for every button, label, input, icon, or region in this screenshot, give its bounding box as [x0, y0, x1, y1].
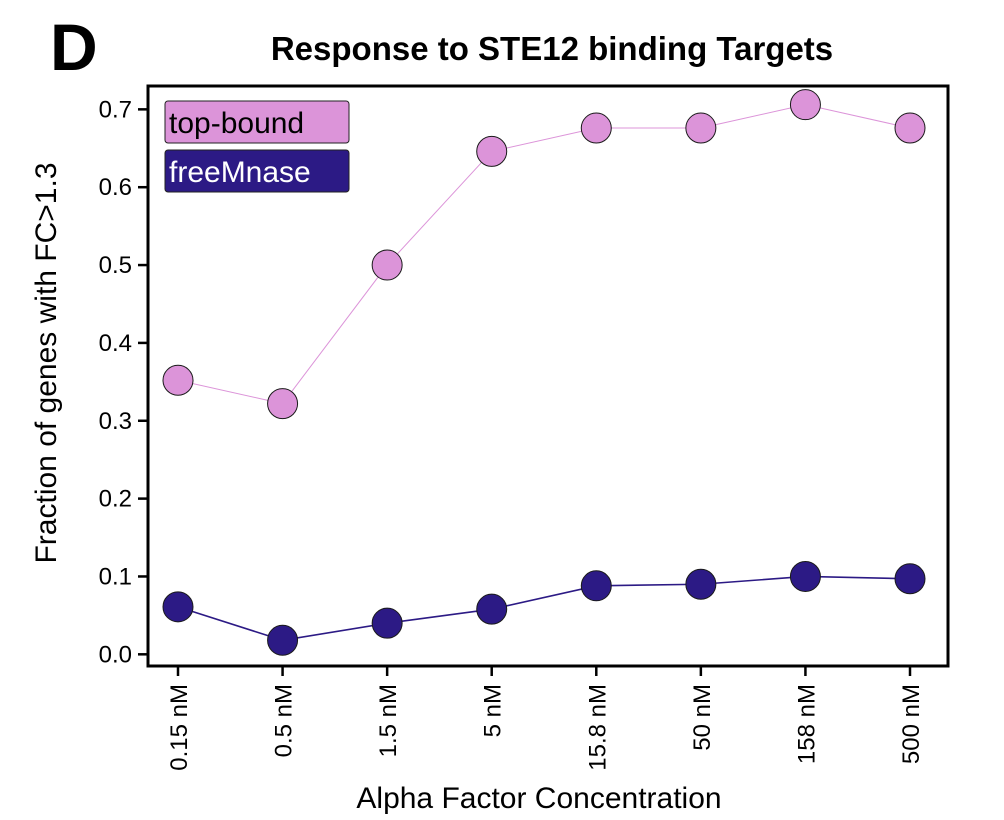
y-tick-label: 0.4	[99, 330, 132, 357]
data-point-freemnase	[267, 624, 299, 656]
x-tick-label: 50 nM	[689, 684, 716, 751]
y-axis: 0.0 0.1 0.2 0.3 0.4 0.5 0.6 0.7	[99, 96, 148, 668]
data-point-freemnase	[685, 568, 717, 600]
legend-swatch-freemnase	[164, 149, 350, 193]
x-tick-label: 0.15 nM	[166, 684, 193, 771]
data-point-freemnase	[580, 570, 612, 602]
x-axis: 0.15 nM 0.5 nM 1.5 nM 5 nM 15.8 nM 50 nM 158 n…	[166, 666, 925, 771]
series-line-freemnase	[177, 575, 911, 642]
y-tick-label: 0.3	[99, 408, 132, 435]
x-tick-label: 0.5 nM	[271, 684, 298, 757]
data-point-top-bound	[162, 364, 194, 396]
y-tick-label: 0.2	[99, 486, 132, 513]
legend: top-bound freeMnase	[164, 100, 350, 193]
x-axis-label: Alpha Factor Concentration	[356, 782, 721, 815]
series-layer	[162, 89, 926, 656]
chart-title: Response to STE12 binding Targets	[271, 30, 833, 67]
data-point-freemnase	[789, 560, 821, 592]
x-tick-label: 500 nM	[898, 684, 925, 764]
y-axis-label: Fraction of genes with FC>1.3	[30, 162, 63, 563]
x-tick-label: 5 nM	[480, 684, 507, 737]
data-point-freemnase	[371, 607, 403, 639]
panel-letter: D	[50, 10, 98, 84]
legend-label-freemnase: freeMnase	[169, 156, 311, 189]
y-tick-label: 0.5	[99, 252, 132, 279]
data-point-top-bound	[789, 89, 821, 121]
plot-area-frame	[146, 84, 950, 668]
y-tick-label: 0.0	[99, 641, 132, 668]
data-point-top-bound	[476, 135, 508, 167]
legend-swatch-top-bound	[164, 100, 350, 144]
x-tick-label: 158 nM	[793, 684, 820, 764]
y-tick-label: 0.6	[99, 174, 132, 201]
data-point-freemnase	[476, 593, 508, 625]
y-tick-label: 0.1	[99, 563, 132, 590]
data-point-top-bound	[267, 388, 299, 420]
data-point-top-bound	[580, 112, 612, 144]
data-point-top-bound	[894, 112, 926, 144]
series-line-top-bound	[177, 104, 911, 405]
data-point-freemnase	[162, 591, 194, 623]
x-tick-label: 15.8 nM	[584, 684, 611, 771]
y-tick-label: 0.7	[99, 96, 132, 123]
data-point-freemnase	[894, 563, 926, 595]
x-tick-label: 1.5 nM	[375, 684, 402, 757]
legend-label-top-bound: top-bound	[169, 107, 304, 140]
data-point-top-bound	[371, 249, 403, 281]
data-point-top-bound	[685, 112, 717, 144]
